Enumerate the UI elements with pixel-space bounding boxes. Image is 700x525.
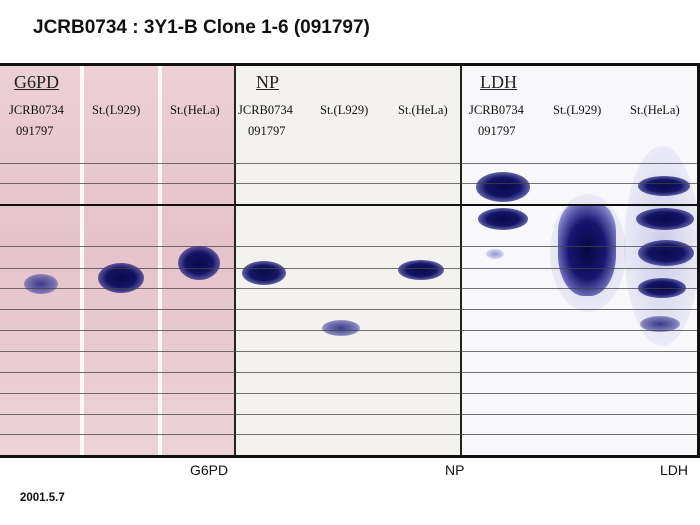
g6pd-lane-label-sample-id: 091797 <box>16 124 54 138</box>
bottom-label-g6pd: G6PD <box>190 462 229 478</box>
ldh-lane-label-l929: St.(L929) <box>553 103 602 117</box>
ldh-panel: LDH JCRB0734 091797 St.(L929) St.(HeLa) <box>460 66 697 455</box>
np-panel-title: NP <box>256 72 280 92</box>
ruler-line <box>0 183 697 184</box>
np-panel: NP JCRB0734 091797 St.(L929) St.(HeLa) <box>234 66 460 455</box>
ruler-line <box>0 288 697 289</box>
g6pd-panel-title: G6PD <box>14 72 60 92</box>
ruler-line <box>0 309 697 310</box>
ruler-line <box>0 163 697 164</box>
g6pd-panel: G6PD JCRB0734 091797 St.(L929) St.(HeLa) <box>0 66 234 455</box>
ldh-lane-label-hela: St.(HeLa) <box>630 103 680 117</box>
np-lane-label-hela: St.(HeLa) <box>398 103 448 117</box>
ruler-line <box>0 246 697 247</box>
np-band-l929 <box>322 320 360 336</box>
ldh-band-hela-1 <box>638 176 690 196</box>
ldh-smear-l929 <box>558 204 616 296</box>
figure-title: JCRB0734 : 3Y1-B Clone 1-6 (091797) <box>33 17 370 38</box>
ruler-line <box>0 268 697 269</box>
ldh-lane-label-sample-id: 091797 <box>478 124 516 138</box>
g6pd-band-sample <box>24 274 58 294</box>
ldh-band-sample-faint <box>486 249 504 259</box>
ruler-line <box>0 434 697 435</box>
ruler-line <box>0 372 697 373</box>
np-lane-label-sample: JCRB0734 <box>238 103 293 117</box>
ruler-line <box>0 330 697 331</box>
ldh-band-hela-5 <box>640 316 680 332</box>
ldh-band-sample-1 <box>476 172 530 202</box>
np-lane-label-sample-id: 091797 <box>248 124 286 138</box>
ldh-band-hela-2 <box>636 208 694 230</box>
origin-line <box>0 204 697 206</box>
gel-streak <box>80 66 84 455</box>
ldh-band-hela-3 <box>638 240 694 266</box>
ruler-line <box>0 393 697 394</box>
bottom-label-ldh: LDH <box>660 462 689 478</box>
date-label: 2001.5.7 <box>20 492 65 504</box>
bottom-label-np: NP <box>445 462 465 478</box>
np-band-sample <box>242 261 286 285</box>
ldh-band-sample-2 <box>478 208 528 230</box>
ruler-line <box>0 351 697 352</box>
g6pd-lane-label-l929: St.(L929) <box>92 103 141 117</box>
gel-image: G6PD JCRB0734 091797 St.(L929) St.(HeLa)… <box>0 63 700 458</box>
ldh-lane-label-sample: JCRB0734 <box>469 103 524 117</box>
g6pd-band-hela <box>178 246 220 280</box>
np-band-hela <box>398 260 444 280</box>
gel-streak <box>158 66 162 455</box>
g6pd-lane-label-hela: St.(HeLa) <box>170 103 220 117</box>
ruler-line <box>0 414 697 415</box>
ldh-panel-title: LDH <box>480 72 517 92</box>
g6pd-lane-label-sample: JCRB0734 <box>9 103 64 117</box>
np-lane-label-l929: St.(L929) <box>320 103 369 117</box>
